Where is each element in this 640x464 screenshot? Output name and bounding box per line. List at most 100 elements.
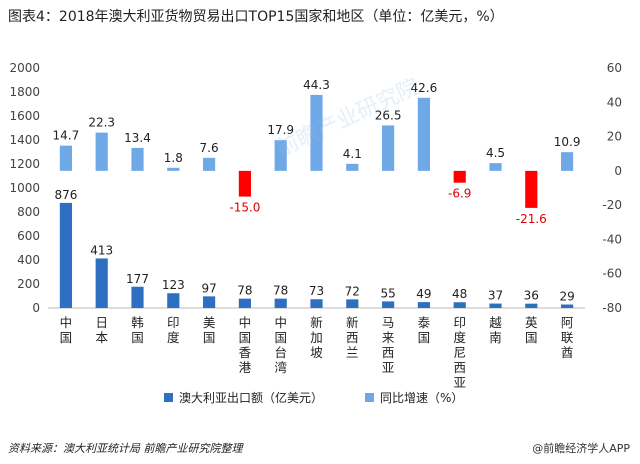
- category-label: 马来西亚: [382, 315, 395, 375]
- legend-group: 澳大利亚出口额（亿美元） 同比增速（%）: [164, 390, 463, 405]
- export-value-label: 413: [90, 243, 113, 257]
- export-value-label: 36: [524, 289, 539, 303]
- export-value-label: 48: [452, 287, 467, 301]
- category-label: 印度: [167, 315, 180, 345]
- growth-value-label: 42.6: [411, 81, 438, 95]
- growth-value-label: 4.1: [343, 147, 362, 161]
- legend-label-growth: 同比增速（%）: [380, 391, 463, 405]
- growth-bar: [203, 157, 216, 171]
- growth-value-label: 4.5: [486, 146, 505, 160]
- growth-value-label: 10.9: [554, 135, 581, 149]
- category-label: 阿联酋: [561, 315, 574, 360]
- export-bar: [453, 302, 466, 308]
- export-value-label: 78: [273, 284, 288, 298]
- growth-value-label: 1.8: [164, 151, 183, 165]
- export-bar: [417, 302, 430, 308]
- growth-bar: [274, 140, 287, 171]
- growth-value-label: -6.9: [448, 187, 471, 201]
- export-bar: [274, 298, 287, 308]
- growth-bar: [131, 147, 144, 171]
- axes-group: 0200400600800100012001400160018002000-80…: [9, 61, 622, 390]
- growth-bar: [167, 167, 180, 171]
- export-bar: [561, 304, 574, 308]
- growth-value-label: 7.6: [200, 141, 219, 155]
- growth-bar: [95, 132, 108, 171]
- brand-credit: @前瞻经济学人APP: [532, 442, 630, 455]
- y-left-tick-label: 1800: [9, 85, 40, 99]
- y-right-tick-label: 0: [614, 164, 622, 178]
- y-left-tick-label: 1200: [9, 157, 40, 171]
- y-left-tick-label: 1600: [9, 109, 40, 123]
- chart-title: 图表4：2018年澳大利亚货物贸易出口TOP15国家和地区（单位：亿美元，%）: [8, 9, 504, 25]
- category-label: 韩国: [131, 315, 144, 345]
- growth-value-label: 26.5: [375, 108, 402, 122]
- export-bar: [167, 293, 180, 308]
- export-bar: [59, 202, 72, 308]
- growth-bar: [238, 170, 251, 197]
- growth-bar: [525, 170, 538, 208]
- category-label: 中国: [60, 315, 73, 345]
- growth-bar: [489, 163, 502, 171]
- legend-swatch-growth: [365, 393, 374, 402]
- y-left-tick-label: 1400: [9, 133, 40, 147]
- y-left-tick-label: 0: [32, 301, 40, 315]
- export-value-label: 55: [380, 286, 395, 300]
- export-bar: [525, 303, 538, 308]
- export-bar: [489, 303, 502, 308]
- export-bar: [346, 299, 359, 308]
- export-value-label: 177: [126, 272, 149, 286]
- growth-value-label: 13.4: [124, 131, 151, 145]
- y-right-tick-label: 20: [607, 130, 622, 144]
- category-label: 美国: [203, 315, 216, 345]
- y-right-tick-label: 60: [607, 61, 622, 75]
- export-value-label: 49: [416, 287, 431, 301]
- y-right-tick-label: 40: [607, 95, 622, 109]
- export-bar: [95, 258, 108, 308]
- growth-value-label: -21.6: [516, 212, 547, 226]
- export-value-label: 876: [54, 188, 77, 202]
- y-right-tick-label: -80: [602, 301, 622, 315]
- category-label: 中国香港: [239, 315, 252, 375]
- growth-bar: [417, 97, 430, 171]
- growth-value-label: 14.7: [53, 129, 80, 143]
- export-value-label: 123: [162, 278, 185, 292]
- legend-label-export: 澳大利亚出口额（亿美元）: [179, 390, 323, 405]
- export-value-label: 73: [309, 284, 324, 298]
- growth-value-label: 44.3: [303, 78, 330, 92]
- y-left-tick-label: 2000: [9, 61, 40, 75]
- growth-bar: [382, 125, 395, 171]
- growth-bar: [453, 170, 466, 183]
- y-left-tick-label: 800: [17, 205, 40, 219]
- growth-bar: [59, 145, 72, 171]
- y-left-tick-label: 600: [17, 229, 40, 243]
- export-value-label: 97: [201, 281, 216, 295]
- export-bar: [310, 299, 323, 308]
- source-note: 资料来源：澳大利亚统计局 前瞻产业研究院整理: [8, 442, 243, 455]
- export-bar: [131, 286, 144, 308]
- legend-swatch-export: [164, 393, 173, 402]
- export-value-label: 29: [559, 290, 574, 304]
- growth-value-label: 22.3: [88, 116, 115, 130]
- category-label: 中国台湾: [274, 315, 287, 375]
- y-left-tick-label: 1000: [9, 181, 40, 195]
- bars-group: [59, 94, 574, 308]
- growth-bar: [346, 163, 359, 171]
- y-right-tick-label: -20: [602, 198, 622, 212]
- export-bar: [238, 298, 251, 308]
- category-label: 印度尼西亚: [453, 315, 466, 390]
- growth-value-label: -15.0: [229, 201, 260, 215]
- category-label: 泰国: [418, 315, 431, 345]
- export-value-label: 78: [237, 284, 252, 298]
- y-left-tick-label: 400: [17, 253, 40, 267]
- export-value-label: 72: [345, 284, 360, 298]
- growth-bar: [310, 94, 323, 171]
- labels-group: 876 14.7 413 22.3 177 13.4 123 1.8 97 7.6 78 -15.0 7…: [53, 78, 581, 304]
- category-label: 新加坡: [310, 315, 323, 360]
- category-label: 英国: [525, 315, 538, 345]
- export-bar: [382, 301, 395, 308]
- y-right-tick-label: -40: [602, 232, 622, 246]
- category-label: 新西兰: [346, 315, 359, 360]
- growth-value-label: 17.9: [267, 123, 294, 137]
- export-value-label: 37: [488, 289, 503, 303]
- y-right-tick-label: -60: [602, 267, 622, 281]
